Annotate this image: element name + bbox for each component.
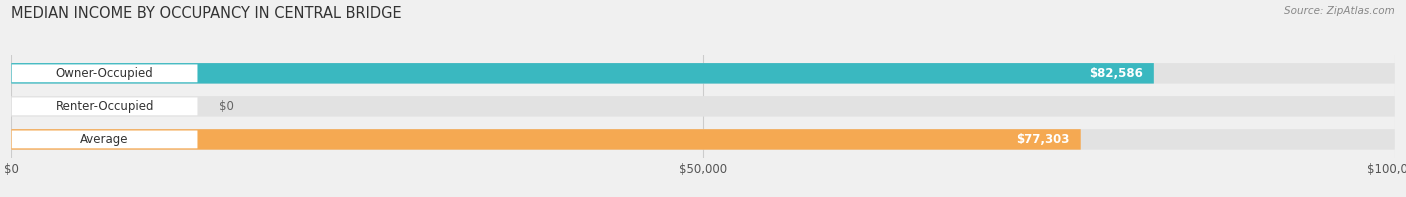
Text: MEDIAN INCOME BY OCCUPANCY IN CENTRAL BRIDGE: MEDIAN INCOME BY OCCUPANCY IN CENTRAL BR… — [11, 6, 402, 21]
FancyBboxPatch shape — [11, 129, 1395, 150]
Text: $82,586: $82,586 — [1088, 67, 1143, 80]
Text: Average: Average — [80, 133, 129, 146]
FancyBboxPatch shape — [11, 63, 1154, 84]
Text: Source: ZipAtlas.com: Source: ZipAtlas.com — [1284, 6, 1395, 16]
FancyBboxPatch shape — [11, 130, 197, 148]
Text: Owner-Occupied: Owner-Occupied — [56, 67, 153, 80]
Text: Renter-Occupied: Renter-Occupied — [55, 100, 153, 113]
FancyBboxPatch shape — [11, 64, 197, 82]
Text: $77,303: $77,303 — [1017, 133, 1070, 146]
Text: $0: $0 — [219, 100, 233, 113]
FancyBboxPatch shape — [11, 98, 197, 115]
FancyBboxPatch shape — [11, 63, 1395, 84]
FancyBboxPatch shape — [11, 129, 1081, 150]
FancyBboxPatch shape — [11, 96, 1395, 117]
